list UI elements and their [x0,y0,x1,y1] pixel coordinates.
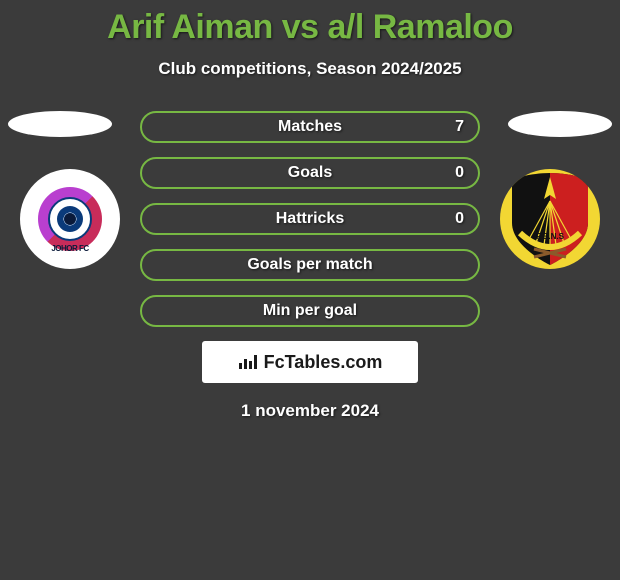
johor-badge-inner: JOHOR FC [38,187,102,251]
footer-brand: FcTables.com [238,352,383,373]
stat-row-min-per-goal: Min per goal [140,295,480,327]
stat-row-hattricks: Hattricks 0 [140,203,480,235]
club-badge-right: P.B.N.S [500,169,600,269]
date-line: 1 november 2024 [0,401,620,421]
flag-oval-right [508,111,612,137]
stat-label: Goals per match [247,256,372,274]
stat-label: Hattricks [276,210,344,228]
stat-row-goals: Goals 0 [140,157,480,189]
stat-label: Matches [278,118,342,136]
flag-oval-left [8,111,112,137]
johor-badge-text: JOHOR FC [51,244,88,253]
johor-badge-center [48,197,92,241]
stat-row-goals-per-match: Goals per match [140,249,480,281]
stat-row-matches: Matches 7 [140,111,480,143]
page-title: Arif Aiman vs a/l Ramaloo [0,0,620,47]
stat-value-right: 0 [455,210,464,228]
footer-brand-text: FcTables.com [264,352,383,373]
johor-badge-core [57,206,83,232]
stat-value-right: 0 [455,164,464,182]
club-badge-left: JOHOR FC [20,169,120,269]
blank-area [0,421,620,561]
stat-value-right: 7 [455,118,464,136]
stat-label: Min per goal [263,302,357,320]
stats-area: JOHOR FC P.B.N.S Matches 7 G [0,111,620,327]
stat-label: Goals [288,164,332,182]
footer-brand-box[interactable]: FcTables.com [202,341,418,383]
pbns-shield-icon: P.B.N.S [508,171,592,267]
subtitle: Club competitions, Season 2024/2025 [0,59,620,79]
svg-text:P.B.N.S: P.B.N.S [536,232,565,241]
bar-chart-icon [238,353,260,371]
